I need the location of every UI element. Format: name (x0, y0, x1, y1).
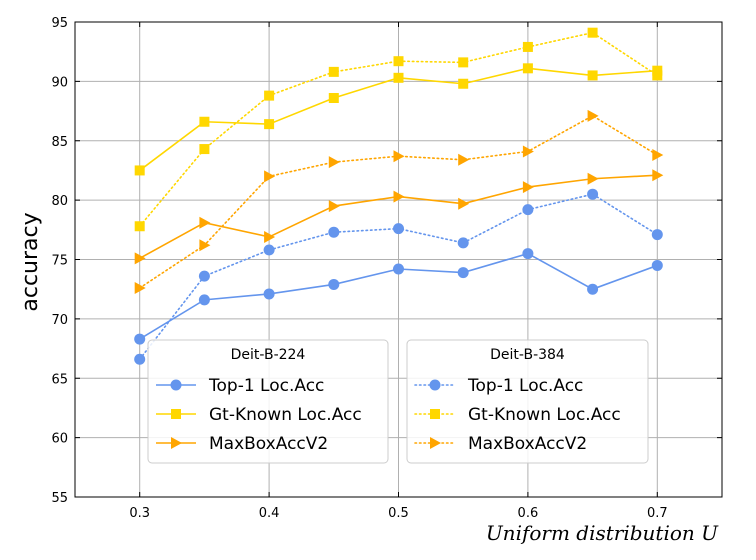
legend-square-marker (430, 409, 440, 419)
data-point (393, 223, 404, 235)
data-point (652, 70, 663, 81)
x-tick-label: 0.7 (647, 506, 668, 521)
x-tick-label: 0.4 (259, 506, 280, 521)
data-point (199, 116, 210, 127)
data-point (328, 200, 340, 213)
y-tick-label: 60 (51, 432, 68, 447)
y-tick-label: 75 (51, 254, 68, 269)
data-point (134, 353, 146, 365)
data-point (199, 144, 210, 155)
data-point (199, 216, 211, 229)
data-point (393, 150, 405, 163)
legend-triangle-marker (171, 437, 182, 449)
y-axis-label: accuracy (18, 212, 43, 311)
series-deit-b-224-gt-known-loc-acc (134, 63, 663, 176)
legend-label: Gt-Known Loc.Acc (468, 405, 621, 425)
y-tick-label: 90 (51, 75, 68, 90)
data-point (328, 156, 340, 169)
legend-triangle-marker (430, 437, 441, 449)
data-point (199, 239, 211, 252)
x-axis-label: Uniform distribution U (486, 521, 719, 545)
data-point (134, 282, 146, 294)
y-tick-label: 65 (51, 372, 68, 387)
data-point (457, 267, 469, 279)
data-point (328, 93, 339, 103)
data-point (328, 66, 339, 77)
axis-ticks: 0.3 0.4 0.5 0.6 0.7 55 60 65 70 75 80 85 90 95 (51, 16, 722, 521)
data-point (587, 70, 598, 81)
data-point (263, 288, 275, 300)
y-tick-label: 55 (51, 491, 68, 506)
x-tick-label: 0.6 (518, 506, 539, 521)
data-point (393, 263, 404, 275)
legend-circle-marker (429, 379, 441, 391)
data-point (264, 230, 276, 243)
legend-label: Gt-Known Loc.Acc (209, 405, 362, 425)
y-tick-label: 70 (51, 313, 68, 328)
data-point (458, 197, 470, 210)
data-point (587, 188, 599, 200)
data-point (264, 90, 275, 101)
data-point (134, 221, 145, 232)
data-point (458, 78, 469, 89)
series-deit-b-384-gt-known-loc-acc (134, 27, 663, 232)
data-point (264, 170, 276, 183)
legend-label: Top-1 Loc.Acc (467, 376, 583, 396)
data-point (264, 119, 275, 130)
legend-label: Top-1 Loc.Acc (208, 376, 324, 396)
legend-circle-marker (170, 379, 182, 391)
data-point (652, 149, 664, 161)
data-point (587, 27, 598, 38)
data-point (393, 190, 405, 203)
x-tick-label: 0.3 (129, 506, 150, 521)
data-point (134, 333, 146, 345)
legend-box (147, 339, 389, 464)
legend-label: MaxBoxAccV2 (468, 434, 587, 454)
data-point (458, 153, 470, 166)
legend-title: Deit-B-384 (490, 347, 565, 363)
data-point (198, 294, 210, 306)
series-deit-b-384-maxboxaccv2 (134, 109, 664, 294)
data-point (263, 244, 275, 256)
legend-box (406, 339, 649, 464)
series-group (134, 27, 664, 365)
data-point (522, 181, 534, 194)
legend-deit-b-384: Deit-B-384 Top-1 Loc.Acc Gt-Known Loc.Acc M… (406, 339, 649, 464)
x-tick-label: 0.5 (388, 506, 409, 521)
data-point (587, 172, 599, 185)
y-tick-label: 95 (51, 16, 68, 31)
data-point (522, 63, 533, 74)
data-point (651, 259, 663, 271)
data-point (134, 252, 146, 265)
data-point (522, 41, 533, 52)
legend-group: Deit-B-224 Top-1 Loc.Acc Gt-Known Loc.Acc M… (147, 339, 649, 464)
data-point (328, 278, 340, 290)
data-point (393, 56, 404, 67)
data-point (328, 226, 340, 238)
data-point (587, 283, 599, 295)
data-point (651, 229, 663, 241)
data-point (393, 72, 404, 83)
legend-title: Deit-B-224 (231, 347, 306, 363)
series-deit-b-224-maxboxaccv2 (134, 169, 664, 265)
data-point (134, 165, 145, 176)
legend-square-marker (171, 409, 181, 419)
data-point (522, 248, 534, 260)
legend-deit-b-224: Deit-B-224 Top-1 Loc.Acc Gt-Known Loc.Acc M… (147, 339, 389, 464)
data-point (522, 204, 534, 216)
data-point (458, 57, 469, 68)
legend-label: MaxBoxAccV2 (209, 434, 328, 454)
series-deit-b-224-top-1-loc-acc (134, 248, 663, 345)
data-point (587, 109, 599, 122)
y-tick-label: 80 (51, 194, 68, 209)
y-tick-label: 85 (51, 135, 68, 150)
data-point (652, 169, 664, 182)
data-point (522, 145, 534, 158)
series-deit-b-384-top-1-loc-acc (134, 188, 663, 365)
data-point (457, 237, 469, 249)
data-point (198, 270, 210, 282)
